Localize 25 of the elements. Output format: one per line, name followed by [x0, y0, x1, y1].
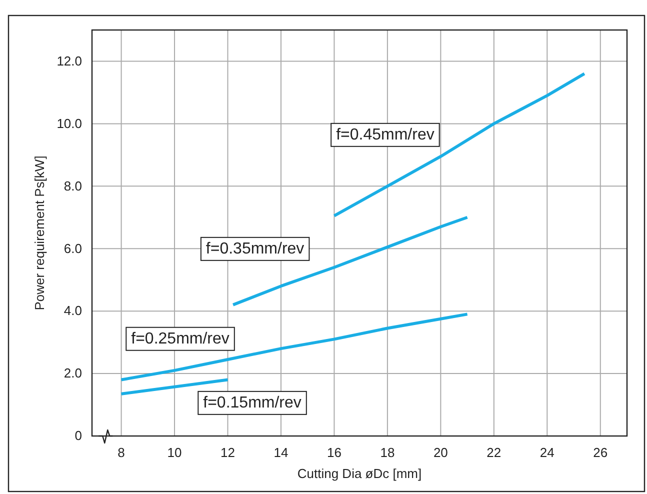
- x-tick-label: 14: [274, 445, 288, 460]
- x-tick-label: 26: [593, 445, 608, 460]
- x-tick-label: 22: [486, 445, 502, 460]
- x-axis-title: Cutting Dia øDc [mm]: [297, 466, 422, 481]
- series-label: f=0.45mm/rev: [336, 126, 434, 144]
- x-tick-label: 24: [540, 445, 554, 460]
- y-axis-title: Power requirement Ps[kW]: [32, 156, 47, 310]
- line-series: [332, 72, 586, 218]
- x-tick-label: 16: [326, 445, 342, 460]
- y-tick-label: 8.0: [64, 178, 82, 194]
- y-tick-label: 12.0: [56, 53, 82, 68]
- series-label: f=0.15mm/rev: [203, 394, 302, 412]
- x-tick-label: 20: [433, 445, 448, 460]
- x-tick-label: 18: [380, 445, 395, 460]
- y-tick-label: 0: [74, 428, 82, 444]
- series-label: f=0.25mm/rev: [131, 330, 230, 348]
- y-tick-label: 2.0: [64, 366, 82, 381]
- y-tick-label: 6.0: [64, 240, 82, 256]
- series-label: f=0.35mm/rev: [206, 240, 304, 258]
- y-tick-label: 10.0: [56, 116, 82, 131]
- x-tick-label: 12: [220, 445, 235, 460]
- x-tick-label: 10: [167, 445, 182, 460]
- y-tick-label: 4.0: [64, 303, 82, 318]
- line-series: [120, 312, 469, 382]
- x-tick-label: 8: [118, 445, 125, 460]
